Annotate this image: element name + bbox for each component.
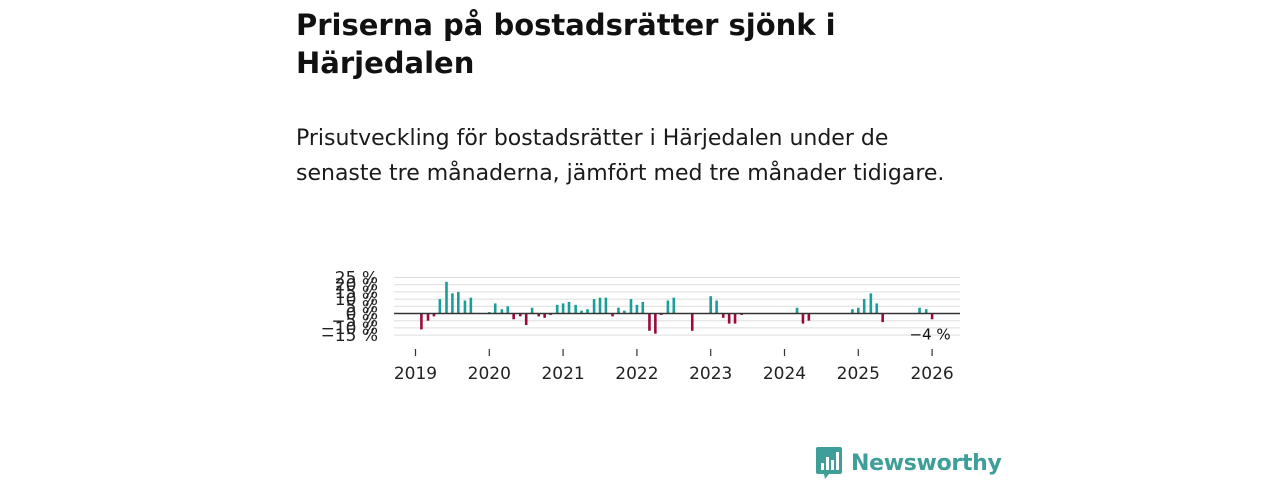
bar (426, 313, 430, 321)
bar (666, 300, 670, 314)
bar (438, 299, 442, 314)
bar (881, 313, 884, 323)
bar (801, 313, 805, 324)
bar (500, 309, 504, 314)
bar (451, 293, 454, 314)
y-axis-labels: 25 %20 %15 %10 %5 %0 %−5 %−10 %−15 % (321, 269, 378, 347)
x-axis: 2019 2020 2021 2022 2023 2024 2025 2026 (394, 349, 954, 384)
bar (918, 307, 921, 314)
bar (654, 313, 657, 334)
bar (561, 303, 565, 314)
y-tick-label: 20 % (335, 276, 378, 296)
bar (604, 297, 608, 314)
bar (512, 313, 515, 320)
bar (506, 306, 510, 314)
bar (493, 303, 497, 314)
bar (733, 313, 737, 324)
bar (672, 297, 676, 314)
bar (592, 299, 596, 314)
bar (598, 297, 602, 314)
x-tick-label: 2023 (689, 364, 732, 384)
y-tick-label: 5 % (346, 297, 378, 317)
bar (586, 309, 589, 314)
bar (727, 313, 731, 324)
y-tick-label: 25 % (335, 269, 378, 289)
bar (543, 313, 546, 318)
chart-subtitle: Prisutveckling för bostadsrätter i Härje… (296, 126, 945, 186)
bar (857, 307, 860, 314)
bar (469, 297, 473, 314)
bar (851, 309, 854, 314)
x-tick-label: 2019 (394, 364, 437, 384)
last-value-annotation: −4 % (910, 325, 951, 343)
bar (641, 301, 645, 314)
bar (795, 307, 799, 314)
bar (420, 313, 423, 330)
bar (924, 309, 928, 314)
bar (875, 303, 879, 314)
x-tick-label: 2024 (763, 364, 806, 384)
bar (463, 300, 467, 314)
bar (457, 291, 460, 314)
bar (432, 313, 436, 317)
y-tick-label: −15 % (321, 326, 378, 346)
bar (635, 304, 639, 314)
x-tick-label: 2025 (837, 364, 880, 384)
bar (530, 307, 534, 314)
bar (617, 307, 620, 314)
bar (807, 313, 811, 321)
bars (420, 281, 934, 334)
bar (574, 304, 577, 314)
y-tick-label: −5 % (331, 312, 378, 332)
bar (524, 313, 528, 326)
bar (715, 300, 718, 314)
bar (930, 313, 934, 320)
bar (580, 310, 583, 314)
x-tick-label: 2026 (910, 364, 953, 384)
bar-chart: 25 %20 %15 %10 %5 %0 %−5 %−10 %−15 % 201… (321, 269, 960, 384)
bar (709, 296, 712, 314)
bar (648, 313, 651, 331)
brand-logo: Newsworthy (815, 446, 1002, 480)
bar (445, 281, 448, 314)
bar (555, 304, 559, 314)
x-tick-label: 2020 (468, 364, 511, 384)
bar (690, 313, 694, 331)
bar (629, 299, 633, 314)
bar (862, 299, 866, 314)
bar (611, 313, 614, 317)
bar (623, 310, 626, 314)
y-tick-label: 10 % (335, 290, 378, 310)
y-tick-label: 0 % (346, 305, 378, 325)
bar (721, 313, 725, 318)
bar (567, 301, 571, 314)
brand-name: Newsworthy (851, 450, 1002, 476)
chart-title: Priserna på bostadsrätter sjönk i Härjed… (296, 8, 836, 80)
bar (518, 313, 522, 317)
gridlines (394, 277, 960, 336)
newsworthy-logo-icon (816, 447, 842, 479)
y-tick-label: 15 % (335, 283, 378, 303)
x-tick-label: 2022 (615, 364, 658, 384)
y-tick-label: −10 % (321, 319, 378, 339)
bar (869, 293, 873, 314)
bar (537, 313, 541, 317)
x-tick-label: 2021 (541, 364, 584, 384)
